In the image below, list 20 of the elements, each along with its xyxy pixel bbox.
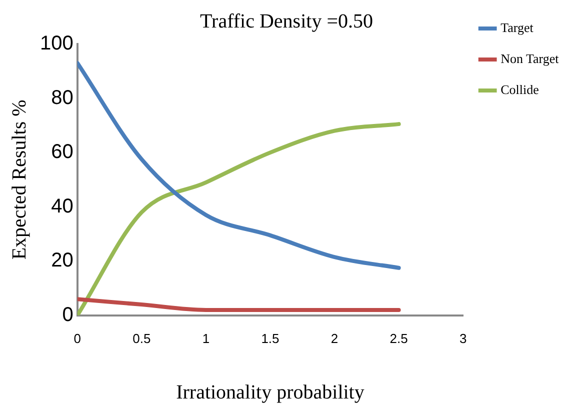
y-tick-label: 0 xyxy=(62,304,74,326)
line-series xyxy=(77,122,401,316)
x-tick-label: 1 xyxy=(202,330,210,346)
legend-label: Target xyxy=(500,20,534,35)
y-tick-label: 40 xyxy=(51,195,74,218)
legend-label: Collide xyxy=(500,82,540,97)
y-tick-label: 80 xyxy=(51,86,74,109)
x-axis-title: Irrationality probability xyxy=(176,381,364,404)
chart-title: Traffic Density =0.50 xyxy=(200,10,373,32)
x-tick-label: 2.5 xyxy=(390,330,408,346)
line-series xyxy=(77,61,401,270)
legend-label: Non Target xyxy=(500,50,560,66)
x-tick-label: 1.5 xyxy=(261,330,280,346)
y-tick-label: 100 xyxy=(40,32,74,55)
y-tick-label: 60 xyxy=(51,141,74,164)
y-axis-title: Expected Results % xyxy=(8,100,30,260)
x-tick-label: 3 xyxy=(459,330,467,346)
x-tick-label: 2 xyxy=(330,330,338,346)
x-tick-label: 0.5 xyxy=(132,330,151,346)
y-tick-label: 20 xyxy=(51,250,74,272)
